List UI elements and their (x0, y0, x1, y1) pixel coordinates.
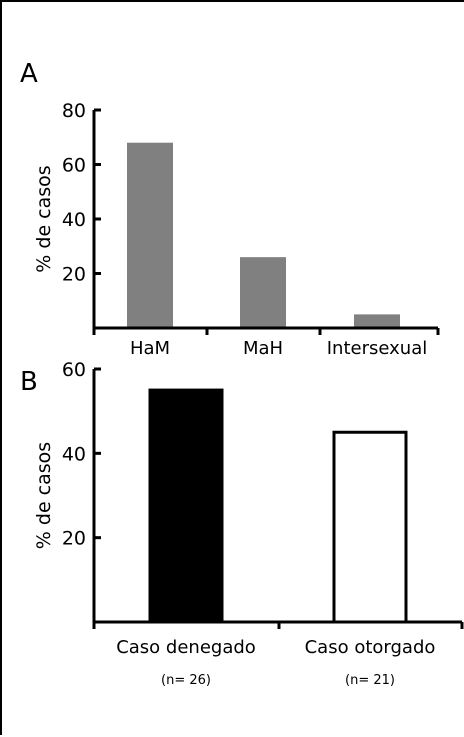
y-tick-label: 40 (62, 209, 86, 231)
y-axis-label: % de casos (33, 442, 55, 549)
y-tick-label: 20 (62, 264, 86, 286)
y-tick-label: 80 (62, 100, 86, 122)
panel-label: B (20, 367, 38, 397)
y-axis-label: % de casos (33, 165, 55, 272)
bar-caso-denegado (148, 388, 224, 624)
bar-ham (127, 142, 173, 328)
bar-caso-otorgado (332, 430, 408, 624)
x-category-label: HaM (130, 338, 170, 359)
x-category-label: Caso otorgado (305, 637, 436, 658)
x-category-label: Intersexual (327, 338, 427, 359)
x-category-label: MaH (243, 338, 283, 359)
bar-mah (240, 257, 286, 328)
y-tick-label: 20 (62, 528, 86, 550)
y-tick-label: 60 (62, 359, 86, 381)
x-category-sublabel: (n= 26) (161, 673, 211, 688)
bar-intersexual (354, 314, 400, 328)
panel-label: A (20, 59, 38, 89)
x-category-sublabel: (n= 21) (345, 673, 395, 688)
y-tick-label: 40 (62, 443, 86, 465)
y-tick-label: 60 (62, 155, 86, 177)
x-category-label: Caso denegado (116, 637, 256, 658)
